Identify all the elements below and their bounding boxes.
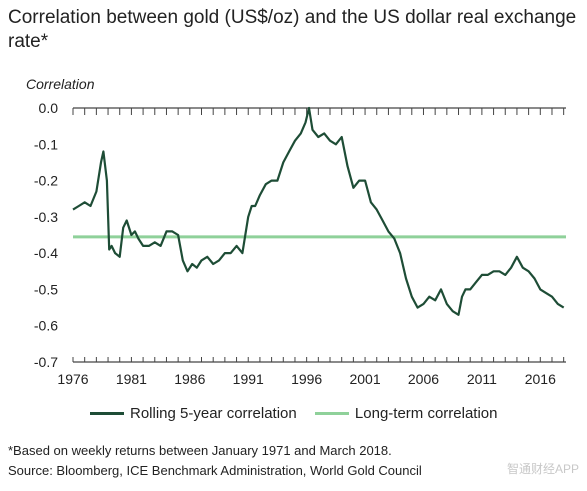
legend-label-longterm: Long-term correlation — [354, 405, 498, 422]
source-note: Source: Bloomberg, ICE Benchmark Adminis… — [8, 463, 422, 478]
y-tick-label: -0.2 — [34, 173, 58, 189]
y-tick-label: -0.7 — [34, 354, 58, 370]
chart-title: Correlation between gold (US$/oz) and th… — [8, 7, 577, 52]
watermark: 智通财经APP — [506, 462, 579, 476]
x-tick-label: 2001 — [349, 371, 380, 387]
y-axis-label: Correlation — [26, 76, 95, 92]
legend-item-longterm: Long-term correlation — [314, 405, 498, 422]
x-tick-label: 2016 — [525, 371, 556, 387]
legend-item-rolling: Rolling 5-year correlation — [90, 405, 297, 422]
legend-label-rolling: Rolling 5-year correlation — [130, 405, 297, 422]
legend-swatch-longterm — [314, 411, 349, 415]
x-tick-label: 1996 — [291, 371, 322, 387]
y-tick-label: 0.0 — [39, 100, 59, 116]
x-tick-label: 1981 — [116, 371, 147, 387]
x-tick-label: 1991 — [233, 371, 264, 387]
footnote: *Based on weekly returns between January… — [8, 443, 392, 458]
y-tick-label: -0.4 — [34, 245, 58, 261]
legend-swatch-rolling — [90, 411, 124, 415]
y-tick-label: -0.6 — [34, 318, 58, 334]
x-tick-label: 2006 — [408, 371, 439, 387]
y-tick-label: -0.3 — [34, 209, 58, 225]
rolling-correlation-line — [72, 106, 565, 316]
legend: Rolling 5-year correlation Long-term cor… — [90, 405, 512, 422]
x-tick-label: 1986 — [174, 371, 205, 387]
y-tick-label: -0.5 — [34, 281, 58, 297]
chart-canvas: 1976 1981 1986 1991 1996 2001 2006 2011 2016 0.0 -… — [34, 100, 566, 387]
y-tick-label: -0.1 — [34, 136, 58, 152]
x-tick-label: 2011 — [467, 371, 497, 387]
x-tick-label: 1976 — [57, 371, 88, 387]
